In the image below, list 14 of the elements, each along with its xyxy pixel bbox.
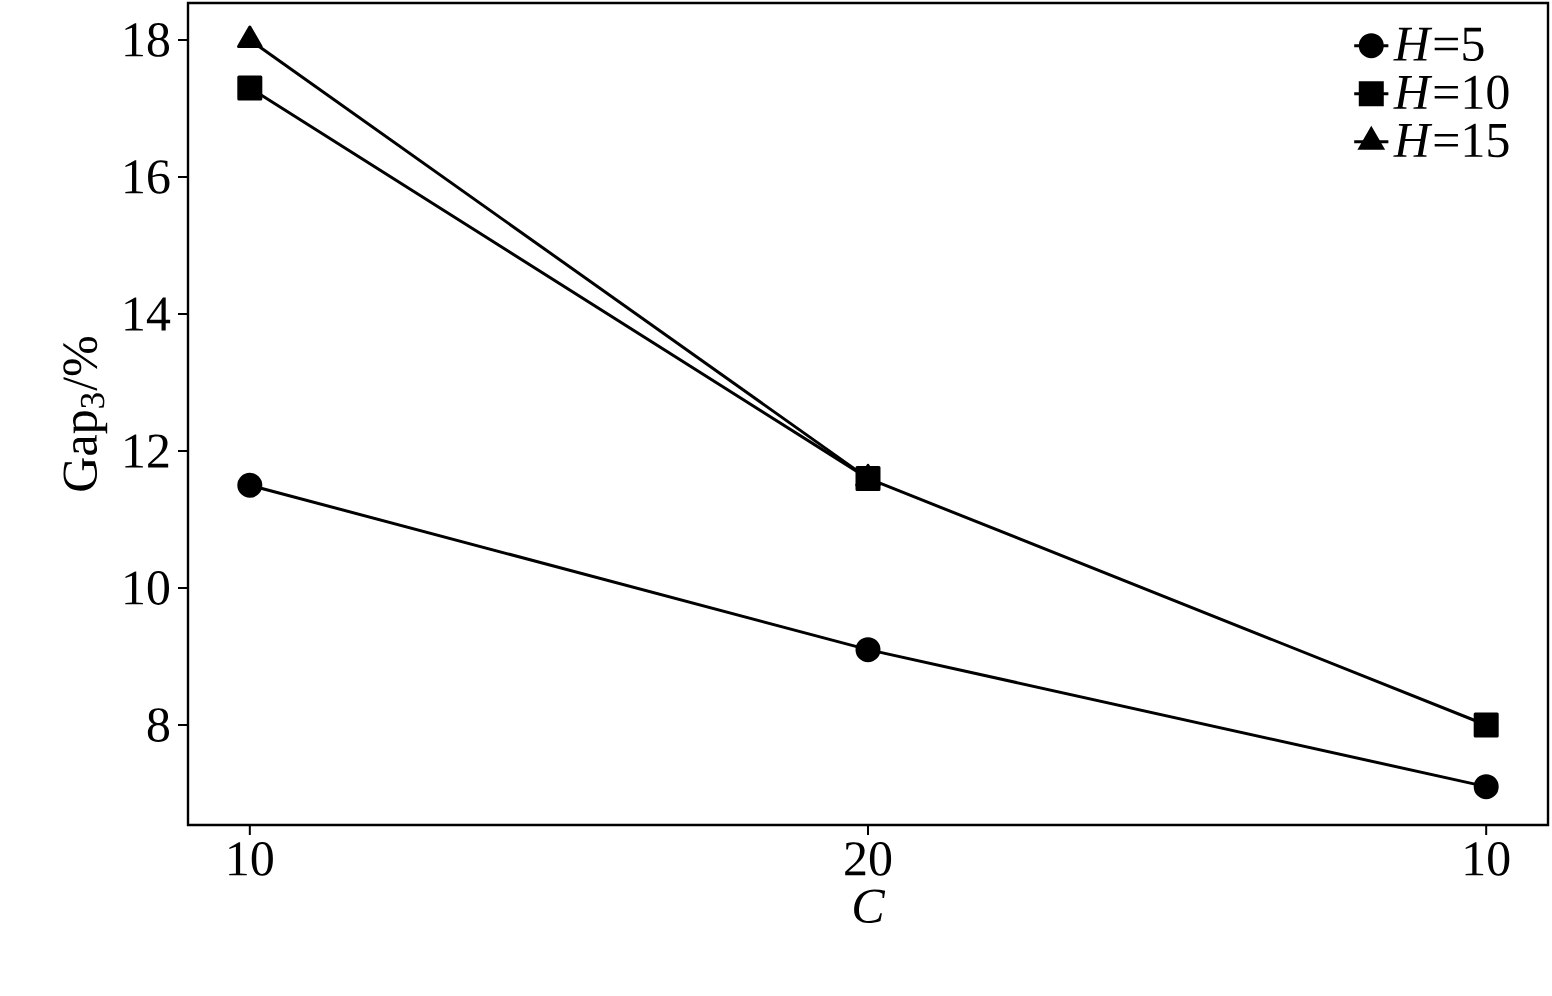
y-tick-label: 8 bbox=[147, 708, 170, 742]
y-tick-label: 12 bbox=[125, 434, 169, 468]
y-axis-title: Gap$_{3}$/% bbox=[63, 337, 108, 491]
y-tick-label: 14 bbox=[125, 297, 171, 331]
legend-label: H=10 bbox=[1393, 75, 1509, 110]
y-tick-label: 18 bbox=[125, 23, 170, 57]
legend-label: H=5 bbox=[1393, 27, 1484, 62]
x-tick-label: 10 bbox=[229, 842, 273, 876]
y-tick-label: 16 bbox=[125, 160, 170, 194]
y-tick-label: 10 bbox=[125, 571, 170, 605]
legend-label: H=15 bbox=[1393, 123, 1509, 158]
x-tick-label: 10 bbox=[1465, 842, 1510, 876]
x-axis-title: C bbox=[854, 889, 886, 924]
x-tick-label: 20 bbox=[845, 842, 892, 876]
